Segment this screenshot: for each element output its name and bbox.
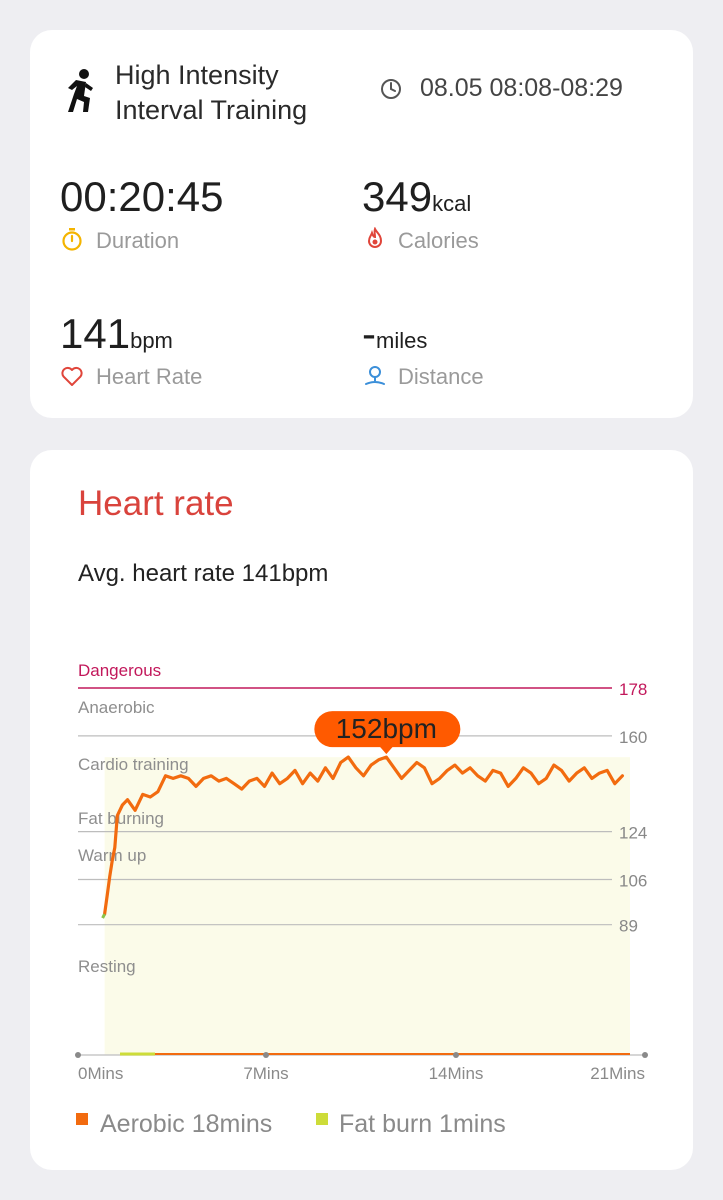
distance-value: - xyxy=(362,310,376,357)
distance-label: Distance xyxy=(398,364,484,389)
legend-fat-burn: Fat burn 1mins xyxy=(339,1110,506,1138)
zone-label-anaerobic: Anaerobic xyxy=(78,698,155,717)
x-tick-label-3: 21Mins xyxy=(590,1064,645,1083)
legend-aerobic: Aerobic 18mins xyxy=(100,1110,273,1138)
x-tick-label-0: 0Mins xyxy=(78,1064,123,1083)
calories-stat: 349kcal xyxy=(362,173,471,221)
chart-fill-area xyxy=(104,757,631,1055)
heart-rate-value: 141 xyxy=(60,310,131,357)
legend-swatch-aerobic xyxy=(76,1113,88,1125)
zone-threshold-anaerobic: 160 xyxy=(619,728,647,747)
heart-rate-card: 178 160 124 106 89 Dangerous Anaerobic Cardio t… xyxy=(30,450,693,1170)
warmup-line-segment xyxy=(101,913,106,919)
heart-rate-unit: bpm xyxy=(130,328,173,353)
heart-rate-line xyxy=(103,755,624,916)
workout-title-line2: Interval Training xyxy=(115,95,308,125)
heart-icon xyxy=(61,366,83,386)
workout-title: High Intensity Interval Training xyxy=(115,58,355,128)
workout-summary-card: High Intensity Interval Training 08.05 0… xyxy=(30,30,693,418)
heart-rate-title: Heart rate xyxy=(78,484,234,523)
duration-value: 00:20:45 xyxy=(60,173,224,220)
x-tick-dot-1 xyxy=(263,1052,269,1058)
calories-label: Calories xyxy=(398,228,479,253)
x-tick-label-1: 7Mins xyxy=(243,1064,288,1083)
duration-label: Duration xyxy=(96,228,180,253)
zone-threshold-dangerous: 178 xyxy=(619,680,647,699)
workout-title-line1: High Intensity xyxy=(115,60,279,90)
zone-threshold-warm-up: 106 xyxy=(619,871,647,890)
location-pin-icon xyxy=(365,366,385,385)
legend-swatch-fat-burn xyxy=(316,1113,328,1125)
calories-value: 349 xyxy=(362,173,433,220)
peak-tooltip-label: 152bpm xyxy=(336,713,437,744)
zone-label-cardio-training: Cardio training xyxy=(78,755,189,774)
x-tick-dot-3 xyxy=(642,1052,648,1058)
heart-rate-label: Heart Rate xyxy=(96,364,203,389)
calories-unit: kcal xyxy=(432,191,472,216)
peak-tooltip-bubble xyxy=(314,711,461,748)
zone-label-fat-burning: Fat burning xyxy=(78,809,164,828)
workout-time-range: 08.05 08:08-08:29 xyxy=(420,74,623,102)
zone-threshold-fat-burning: 124 xyxy=(619,824,647,843)
average-heart-rate: Avg. heart rate 141bpm xyxy=(78,560,329,587)
zone-label-resting: Resting xyxy=(78,957,136,976)
x-tick-dot-0 xyxy=(75,1052,81,1058)
x-tick-dot-2 xyxy=(453,1052,459,1058)
zone-threshold-resting: 89 xyxy=(619,917,638,936)
heart-rate-chart: 178 160 124 106 89 Dangerous Anaerobic Cardio t… xyxy=(75,661,648,1083)
distance-unit: miles xyxy=(376,328,428,353)
x-tick-label-2: 14Mins xyxy=(429,1064,484,1083)
clock-icon xyxy=(381,79,401,99)
stopwatch-icon xyxy=(62,228,82,251)
zone-label-dangerous: Dangerous xyxy=(78,661,161,680)
running-person-icon xyxy=(68,69,93,112)
peak-tooltip-pointer xyxy=(379,746,394,755)
distance-stat: -miles xyxy=(362,310,427,358)
flame-icon xyxy=(367,227,383,248)
heart-rate-stat: 141bpm xyxy=(60,310,173,358)
